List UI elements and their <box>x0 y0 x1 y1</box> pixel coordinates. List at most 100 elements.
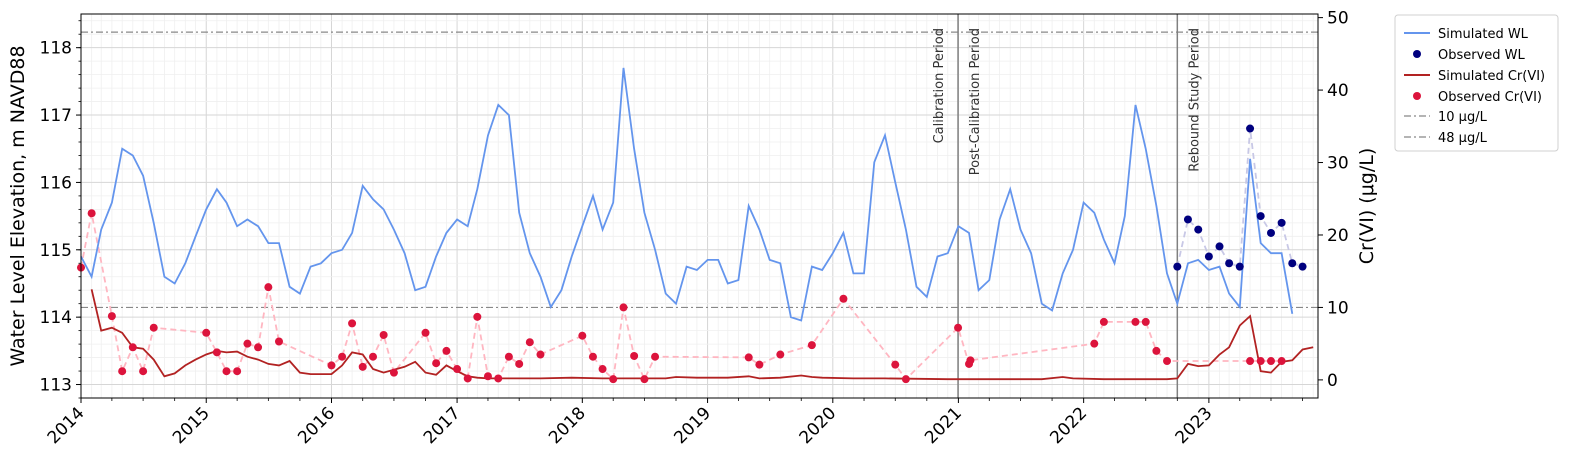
observed-cr-point <box>389 368 398 377</box>
observed-cr-point <box>202 328 211 337</box>
observed-cr-point <box>619 303 628 312</box>
left-y-tick-label: 114 <box>40 308 72 328</box>
legend-obs-cr-label: Observed Cr(VI) <box>1438 90 1542 105</box>
observed-cr-point <box>212 348 221 357</box>
observed-cr-point <box>807 341 816 350</box>
observed-cr-point <box>839 294 848 303</box>
observed-cr-point <box>966 356 975 365</box>
x-tick-label: 2022 <box>1046 403 1091 448</box>
observed-cr-point <box>651 352 660 361</box>
right-y-tick-label: 10 <box>1327 298 1349 318</box>
observed-cr-connector <box>80 213 1282 382</box>
left-y-tick-label: 115 <box>40 241 72 261</box>
observed-cr-point <box>483 372 492 381</box>
observed-cr-point <box>442 346 451 355</box>
x-tick-label: 2014 <box>44 403 89 448</box>
reference-lines <box>81 31 1318 309</box>
x-tick-label: 2017 <box>420 403 465 448</box>
observed-cr-point <box>588 352 597 361</box>
observed-wl-point <box>1288 259 1297 268</box>
legend-ref-48-label: 48 μg/L <box>1438 131 1488 146</box>
x-tick-label: 2020 <box>796 403 841 448</box>
observed-cr-point <box>1131 317 1140 326</box>
legend-sim-wl-label: Simulated WL <box>1438 27 1529 42</box>
left-y-tick-label: 118 <box>40 39 72 59</box>
x-tick-label: 2023 <box>1172 403 1217 448</box>
right-y-tick-label: 30 <box>1327 154 1349 174</box>
observed-cr-point <box>1090 339 1099 348</box>
observed-wl-point <box>1235 262 1244 271</box>
observed-cr-point <box>338 352 347 361</box>
calibration-period-label: Calibration Period <box>932 28 947 143</box>
simulated-cr-line <box>90 289 1314 381</box>
simulated-wl-line <box>80 67 1294 322</box>
observed-cr-point <box>891 360 900 369</box>
observed-cr-point <box>473 312 482 321</box>
observed-cr-point <box>1277 357 1286 366</box>
observed-cr-point <box>515 359 524 368</box>
observed-cr-point <box>254 343 263 352</box>
observed-cr-point <box>463 374 472 383</box>
observed-cr-point <box>744 353 753 362</box>
observed-cr-point <box>264 283 273 292</box>
observed-cr-point <box>494 374 503 383</box>
x-tick-label: 2016 <box>294 403 339 448</box>
series-layer <box>77 67 1314 384</box>
observed-wl-point <box>1225 259 1234 268</box>
period-markers: Calibration Period Post-Calibration Peri… <box>932 14 1202 398</box>
observed-wl-point <box>1215 242 1224 251</box>
observed-cr-point <box>233 367 242 376</box>
right-y-tick-label: 20 <box>1327 226 1349 246</box>
observed-cr-point <box>1256 357 1265 366</box>
observed-cr-point <box>379 330 388 339</box>
observed-cr-point <box>348 319 357 328</box>
left-y-tick-label: 116 <box>40 173 72 193</box>
right-y-axis-label: Cr(VI) (μg/L) <box>1356 148 1378 265</box>
post-calibration-period-label: Post-Calibration Period <box>968 28 983 175</box>
observed-wl-point <box>1183 215 1192 224</box>
observed-cr-point <box>327 361 336 370</box>
observed-cr-point <box>609 375 618 384</box>
observed-cr-point <box>1152 346 1161 355</box>
observed-cr-point <box>149 323 158 332</box>
left-y-axis-label: Water Level Elevation, m NAVD88 <box>7 45 29 366</box>
x-tick-label: 2021 <box>921 403 966 448</box>
observed-cr-point <box>107 312 116 321</box>
observed-cr-point <box>128 343 137 352</box>
observed-wl-point <box>1256 212 1265 221</box>
left-y-tick-label: 117 <box>40 106 72 126</box>
legend-box <box>1394 14 1559 152</box>
legend-obs-cr-swatch <box>1413 92 1421 100</box>
observed-cr-point <box>369 352 378 361</box>
observed-cr-point <box>776 350 785 359</box>
x-tick-label: 2015 <box>169 403 214 448</box>
observed-cr-point <box>755 360 764 369</box>
observed-wl-point <box>1266 228 1275 237</box>
observed-cr-point <box>525 338 534 347</box>
observed-cr-point <box>453 365 462 374</box>
observed-cr-point <box>432 359 441 368</box>
observed-cr-point <box>536 350 545 359</box>
plot-frame <box>80 13 1319 399</box>
grid <box>80 14 1318 399</box>
legend: Simulated WL Observed WL Simulated Cr(VI… <box>1394 14 1559 152</box>
observed-cr-point <box>1099 317 1108 326</box>
observed-cr-point <box>421 328 430 337</box>
observed-cr-point <box>139 367 148 376</box>
observed-wl-point <box>1204 252 1213 261</box>
x-tick-label: 2019 <box>670 403 715 448</box>
observed-wl-point <box>1173 262 1182 271</box>
observed-wl-point <box>1277 218 1286 227</box>
observed-cr-point <box>630 351 639 360</box>
observed-cr-point <box>87 209 96 218</box>
x-tick-label: 2018 <box>545 403 590 448</box>
observed-cr-point <box>954 323 963 332</box>
observed-wl-point <box>1194 225 1203 234</box>
legend-obs-wl-label: Observed WL <box>1438 48 1526 63</box>
rebound-study-period-label: Rebound Study Period <box>1187 28 1202 172</box>
left-y-tick-label: 113 <box>40 376 72 396</box>
observed-cr-point <box>358 362 367 371</box>
observed-cr-point <box>274 337 283 346</box>
right-y-tick-label: 0 <box>1327 371 1338 391</box>
